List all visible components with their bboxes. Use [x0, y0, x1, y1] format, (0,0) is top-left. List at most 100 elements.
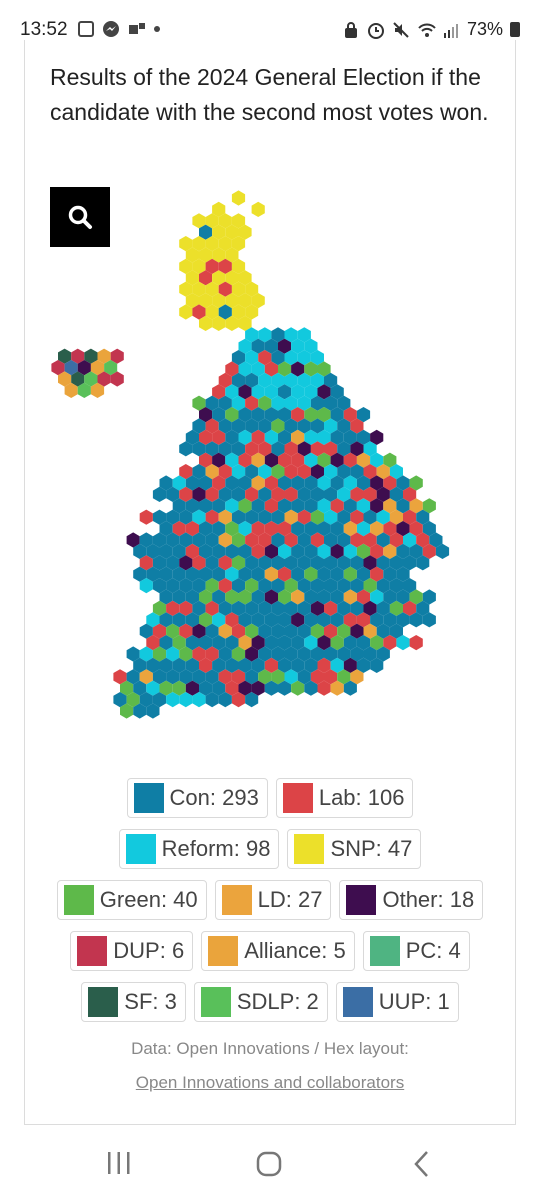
- constituency-hex[interactable]: [310, 464, 324, 480]
- constituency-hex[interactable]: [225, 543, 239, 559]
- constituency-hex[interactable]: [238, 384, 252, 400]
- constituency-hex[interactable]: [120, 703, 134, 719]
- constituency-hex[interactable]: [297, 646, 311, 662]
- constituency-hex[interactable]: [166, 646, 180, 662]
- constituency-hex[interactable]: [179, 600, 193, 616]
- constituency-hex[interactable]: [337, 418, 351, 434]
- constituency-hex[interactable]: [278, 612, 292, 628]
- constituency-hex[interactable]: [139, 646, 153, 662]
- constituency-hex[interactable]: [324, 464, 338, 480]
- constituency-hex[interactable]: [77, 382, 91, 398]
- constituency-hex[interactable]: [218, 509, 232, 525]
- constituency-hex[interactable]: [238, 521, 252, 537]
- zoom-button[interactable]: [50, 187, 110, 247]
- constituency-hex[interactable]: [225, 475, 239, 491]
- constituency-hex[interactable]: [258, 350, 272, 366]
- constituency-hex[interactable]: [199, 475, 213, 491]
- constituency-hex[interactable]: [245, 418, 259, 434]
- constituency-hex[interactable]: [330, 635, 344, 651]
- constituency-hex[interactable]: [245, 555, 259, 571]
- constituency-hex[interactable]: [231, 213, 246, 229]
- constituency-hex[interactable]: [212, 543, 226, 559]
- constituency-hex[interactable]: [238, 361, 252, 377]
- constituency-hex[interactable]: [212, 521, 226, 537]
- constituency-hex[interactable]: [389, 486, 403, 502]
- constituency-hex[interactable]: [166, 623, 180, 639]
- constituency-hex[interactable]: [205, 258, 219, 274]
- constituency-hex[interactable]: [258, 509, 272, 525]
- constituency-hex[interactable]: [218, 258, 232, 274]
- constituency-hex[interactable]: [310, 623, 324, 639]
- constituency-hex[interactable]: [278, 521, 292, 537]
- constituency-hex[interactable]: [422, 521, 436, 537]
- constituency-hex[interactable]: [304, 475, 318, 491]
- constituency-hex[interactable]: [225, 384, 239, 400]
- constituency-hex[interactable]: [264, 680, 278, 696]
- constituency-hex[interactable]: [139, 578, 153, 594]
- constituency-hex[interactable]: [291, 498, 305, 514]
- constituency-hex[interactable]: [238, 429, 252, 445]
- constituency-hex[interactable]: [231, 190, 246, 206]
- constituency-hex[interactable]: [159, 475, 173, 491]
- constituency-hex[interactable]: [166, 486, 180, 502]
- constituency-hex[interactable]: [324, 509, 338, 525]
- constituency-hex[interactable]: [258, 372, 272, 388]
- constituency-hex[interactable]: [225, 452, 239, 468]
- constituency-hex[interactable]: [291, 566, 305, 582]
- constituency-hex[interactable]: [212, 475, 226, 491]
- constituency-hex[interactable]: [350, 441, 364, 457]
- constituency-hex[interactable]: [363, 623, 377, 639]
- constituency-hex[interactable]: [304, 338, 318, 354]
- constituency-hex[interactable]: [324, 623, 338, 639]
- constituency-hex[interactable]: [205, 692, 219, 708]
- constituency-hex[interactable]: [363, 509, 377, 525]
- constituency-hex[interactable]: [205, 486, 219, 502]
- constituency-hex[interactable]: [251, 657, 265, 673]
- constituency-hex[interactable]: [185, 293, 199, 309]
- constituency-hex[interactable]: [422, 612, 436, 628]
- constituency-hex[interactable]: [245, 304, 259, 320]
- constituency-hex[interactable]: [199, 429, 213, 445]
- constituency-hex[interactable]: [376, 623, 390, 639]
- constituency-hex[interactable]: [139, 509, 153, 525]
- constituency-hex[interactable]: [297, 327, 311, 343]
- constituency-hex[interactable]: [258, 532, 272, 548]
- constituency-hex[interactable]: [356, 657, 371, 673]
- constituency-hex[interactable]: [218, 486, 232, 502]
- constituency-hex[interactable]: [396, 475, 410, 491]
- constituency-hex[interactable]: [389, 623, 403, 639]
- constituency-hex[interactable]: [284, 532, 298, 548]
- constituency-hex[interactable]: [212, 293, 226, 309]
- constituency-hex[interactable]: [258, 486, 272, 502]
- constituency-hex[interactable]: [245, 281, 259, 297]
- constituency-hex[interactable]: [166, 532, 180, 548]
- constituency-hex[interactable]: [416, 532, 430, 548]
- constituency-hex[interactable]: [304, 612, 318, 628]
- constituency-hex[interactable]: [159, 657, 173, 673]
- constituency-hex[interactable]: [231, 509, 246, 525]
- constituency-hex[interactable]: [97, 371, 111, 387]
- constituency-hex[interactable]: [356, 475, 371, 491]
- constituency-hex[interactable]: [205, 600, 219, 616]
- constituency-hex[interactable]: [278, 452, 292, 468]
- constituency-hex[interactable]: [199, 452, 213, 468]
- constituency-hex[interactable]: [225, 566, 239, 582]
- constituency-hex[interactable]: [133, 657, 147, 673]
- constituency-hex[interactable]: [304, 566, 318, 582]
- constituency-hex[interactable]: [199, 543, 213, 559]
- constituency-hex[interactable]: [310, 418, 324, 434]
- constituency-hex[interactable]: [284, 441, 298, 457]
- constituency-hex[interactable]: [185, 543, 199, 559]
- constituency-hex[interactable]: [337, 532, 351, 548]
- constituency-hex[interactable]: [278, 407, 292, 423]
- constituency-hex[interactable]: [166, 692, 180, 708]
- constituency-hex[interactable]: [383, 475, 397, 491]
- constituency-hex[interactable]: [310, 395, 324, 411]
- constituency-hex[interactable]: [376, 486, 390, 502]
- constituency-hex[interactable]: [258, 418, 272, 434]
- constituency-hex[interactable]: [192, 464, 206, 480]
- constituency-hex[interactable]: [192, 669, 206, 685]
- constituency-hex[interactable]: [350, 669, 364, 685]
- constituency-hex[interactable]: [356, 612, 371, 628]
- constituency-hex[interactable]: [172, 521, 186, 537]
